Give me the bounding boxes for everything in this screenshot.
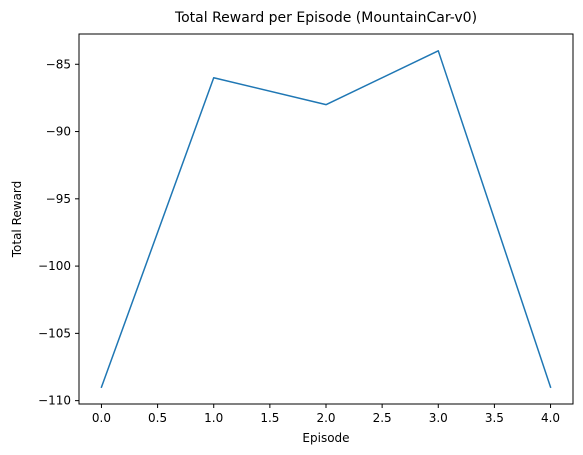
- y-tick-label: −105: [38, 326, 71, 340]
- x-tick-label: 0.5: [148, 411, 167, 425]
- x-tick-label: 1.5: [260, 411, 279, 425]
- y-tick-label: −95: [46, 192, 71, 206]
- y-tick-label: −110: [38, 394, 71, 408]
- plot-area: [79, 34, 573, 404]
- x-tick-label: 0.0: [92, 411, 111, 425]
- y-axis-label: Total Reward: [10, 181, 24, 259]
- x-tick-label: 1.0: [204, 411, 223, 425]
- x-axis-label: Episode: [302, 431, 349, 445]
- chart-title: Total Reward per Episode (MountainCar-v0…: [174, 10, 477, 26]
- x-tick-label: 3.0: [429, 411, 448, 425]
- y-tick-label: −90: [46, 125, 71, 139]
- series-layer: [100, 50, 552, 389]
- x-tick-label: 4.0: [541, 411, 560, 425]
- series-line: [100, 50, 552, 389]
- plot-frame: [78, 33, 574, 405]
- x-axis-ticks: 0.0 0.5 1.0 1.5 2.0 2.5 3.0 3.5 4.0: [92, 404, 560, 425]
- y-axis-ticks: −110 −105 −100 −95 −90 −85: [38, 57, 79, 408]
- x-tick-label: 2.0: [316, 411, 335, 425]
- y-tick-label: −100: [38, 259, 71, 273]
- x-tick-label: 3.5: [485, 411, 504, 425]
- x-tick-label: 2.5: [373, 411, 392, 425]
- y-tick-label: −85: [46, 57, 71, 71]
